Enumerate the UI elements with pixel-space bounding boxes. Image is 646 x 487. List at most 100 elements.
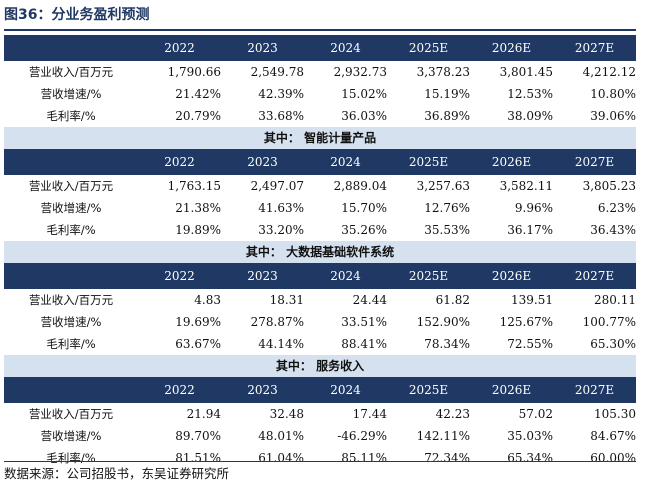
table-row: 营业收入/百万元 21.94 32.48 17.44 42.23 57.02 105.30 [4, 403, 636, 425]
value-cell: 60.00% [590, 451, 636, 465]
table-row: 毛利率/% 63.67% 44.14% 88.41% 78.34% 72.55% 65.30… [4, 333, 636, 355]
year-header-row: 2022 2023 2024 2025E 2026E 2027E [4, 377, 636, 403]
value-cell: 65.30% [590, 337, 636, 351]
value-cell: 61.82 [435, 293, 470, 307]
year-header-cell: 2023 [221, 35, 304, 61]
year-header-cell: 2022 [138, 149, 221, 175]
year-header-cell: 2024 [304, 149, 387, 175]
year-header-cell: 2026E [470, 149, 553, 175]
value-cell: 18.31 [269, 293, 304, 307]
value-cell: 1,790.66 [167, 65, 221, 79]
value-cell: 3,805.23 [582, 179, 636, 193]
year-header-cell: 2025E [387, 263, 470, 289]
row-label: 营业收入/百万元 [28, 179, 114, 193]
table-row: 营收增速/% 19.69% 278.87% 33.51% 152.90% 125.67% 1… [4, 311, 636, 333]
year-header-cell: 2022 [138, 263, 221, 289]
value-cell: 152.90% [416, 315, 470, 329]
value-cell: 142.11% [416, 429, 470, 443]
row-label: 毛利率/% [46, 337, 96, 351]
value-cell: 44.14% [258, 337, 304, 351]
value-cell: 88.41% [341, 337, 387, 351]
value-cell: 35.26% [341, 223, 387, 237]
table-row: 毛利率/% 20.79% 33.68% 36.03% 36.89% 38.09% 39.06… [4, 105, 636, 127]
header-blank-cell [4, 35, 138, 61]
value-cell: 2,497.07 [250, 179, 304, 193]
value-cell: 65.34% [507, 451, 553, 465]
section-heading-row: 其中： 服务收入 [4, 355, 636, 377]
section-heading: 其中： 智能计量产品 [4, 127, 636, 149]
header-blank-cell [4, 263, 138, 289]
value-cell: 12.53% [507, 87, 553, 101]
row-label: 营收增速/% [40, 87, 102, 101]
bottom-divider [4, 461, 636, 462]
value-cell: 36.17% [507, 223, 553, 237]
value-cell: 19.89% [175, 223, 221, 237]
value-cell: 2,932.73 [333, 65, 387, 79]
value-cell: 15.02% [341, 87, 387, 101]
value-cell: 48.01% [258, 429, 304, 443]
year-header-row: 2022 2023 2024 2025E 2026E 2027E [4, 149, 636, 175]
value-cell: 15.70% [341, 201, 387, 215]
value-cell: 15.19% [424, 87, 470, 101]
year-header-cell: 2024 [304, 377, 387, 403]
value-cell: 57.02 [518, 407, 553, 421]
value-cell: 78.34% [424, 337, 470, 351]
section-heading: 其中： 大数据基础软件系统 [4, 241, 636, 263]
year-header-cell: 2025E [387, 149, 470, 175]
table-row: 营业收入/百万元 1,763.15 2,497.07 2,889.04 3,257.63… [4, 175, 636, 197]
value-cell: 21.94 [186, 407, 221, 421]
year-header-cell: 2023 [221, 149, 304, 175]
value-cell: 63.67% [175, 337, 221, 351]
year-header-cell: 2025E [387, 35, 470, 61]
section-heading-row: 其中： 大数据基础软件系统 [4, 241, 636, 263]
section-heading: 其中： 服务收入 [4, 355, 636, 377]
forecast-table: 2022 2023 2024 2025E 2026E 2027E 营业收入/百万元 1,790… [4, 35, 636, 469]
value-cell: 42.23 [435, 407, 470, 421]
year-header-cell: 2024 [304, 263, 387, 289]
value-cell: 125.67% [499, 315, 553, 329]
value-cell: 4,212.12 [582, 65, 636, 79]
value-cell: 3,582.11 [499, 179, 553, 193]
value-cell: 21.38% [175, 201, 221, 215]
value-cell: 6.23% [597, 201, 636, 215]
value-cell: 10.80% [590, 87, 636, 101]
value-cell: 84.67% [590, 429, 636, 443]
header-blank-cell [4, 377, 138, 403]
year-header-cell: 2022 [138, 377, 221, 403]
value-cell: 21.42% [175, 87, 221, 101]
value-cell: 3,378.23 [416, 65, 470, 79]
row-label: 营业收入/百万元 [28, 65, 114, 79]
year-header-cell: 2027E [553, 35, 636, 61]
value-cell: 38.09% [507, 109, 553, 123]
row-label: 毛利率/% [46, 109, 96, 123]
row-label: 毛利率/% [46, 223, 96, 237]
value-cell: 12.76% [424, 201, 470, 215]
year-header-cell: 2026E [470, 377, 553, 403]
value-cell: 72.55% [507, 337, 553, 351]
table-row: 毛利率/% 19.89% 33.20% 35.26% 35.53% 36.17% 36.43… [4, 219, 636, 241]
value-cell: -46.29% [337, 429, 387, 443]
year-header-cell: 2026E [470, 263, 553, 289]
value-cell: 36.89% [424, 109, 470, 123]
value-cell: 105.30 [594, 407, 636, 421]
value-cell: 85.11% [341, 451, 387, 465]
value-cell: 100.77% [582, 315, 636, 329]
value-cell: 42.39% [258, 87, 304, 101]
value-cell: 32.48 [269, 407, 304, 421]
value-cell: 61.04% [258, 451, 304, 465]
year-header-cell: 2023 [221, 377, 304, 403]
value-cell: 17.44 [352, 407, 387, 421]
table-row: 营业收入/百万元 1,790.66 2,549.78 2,932.73 3,378.23… [4, 61, 636, 83]
year-header-cell: 2023 [221, 263, 304, 289]
value-cell: 2,549.78 [250, 65, 304, 79]
value-cell: 35.53% [424, 223, 470, 237]
value-cell: 139.51 [511, 293, 553, 307]
row-label: 营业收入/百万元 [28, 293, 114, 307]
value-cell: 89.70% [175, 429, 221, 443]
value-cell: 24.44 [352, 293, 387, 307]
value-cell: 33.68% [258, 109, 304, 123]
source-note: 数据来源：公司招股书，东吴证券研究所 [4, 466, 230, 481]
row-label: 营收增速/% [40, 201, 102, 215]
value-cell: 33.20% [258, 223, 304, 237]
